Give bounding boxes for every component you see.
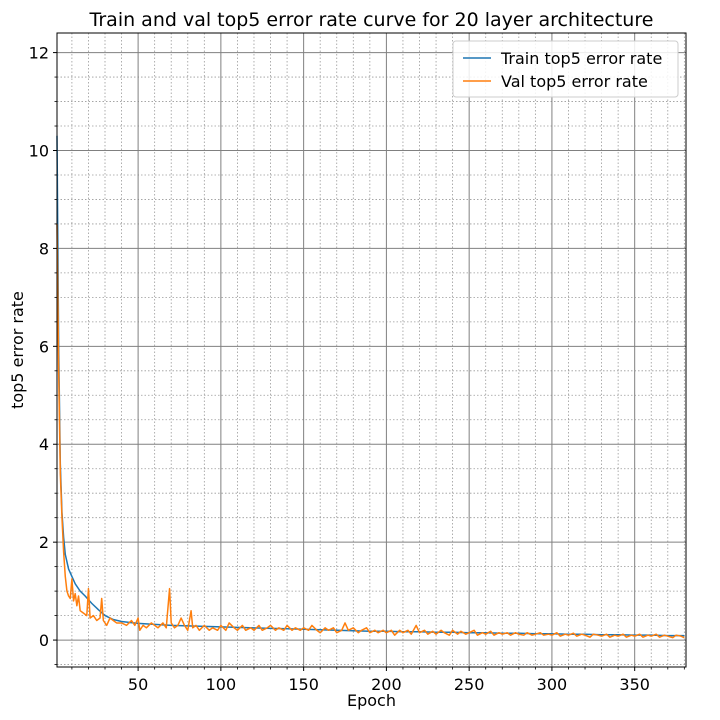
x-axis-label: Epoch [347,691,396,710]
series-layer [56,135,685,639]
y-tick-label: 8 [39,239,49,258]
legend-label-0: Train top5 error rate [500,49,662,68]
x-tick-label: 50 [128,675,148,694]
plot-frame [56,32,687,668]
x-tick-label: 200 [371,675,402,694]
series-line-1 [56,223,685,639]
y-axis-label: top5 error rate [8,291,27,409]
legend-label-1: Val top5 error rate [501,72,648,91]
legend: Train top5 error rate Val top5 error rate [452,40,679,98]
x-tick-label: 300 [537,675,568,694]
grid [57,33,686,667]
x-tick-label: 100 [206,675,237,694]
legend-box [452,40,679,98]
y-tick-label: 2 [39,533,49,552]
y-tick-label: 6 [39,337,49,356]
y-tick-label: 12 [29,44,49,63]
y-tick-label: 4 [39,435,49,454]
x-tick-label: 250 [454,675,485,694]
ticks: 50 100 150 200 250 300 350 0 2 4 6 8 10 12 [29,44,685,694]
y-tick-label: 0 [39,631,49,650]
x-tick-label: 150 [288,675,319,694]
y-tick-label: 10 [29,141,49,160]
chart-title: Train and val top5 error rate curve for … [89,9,654,31]
x-tick-label: 350 [619,675,650,694]
series-line-0 [56,135,685,637]
